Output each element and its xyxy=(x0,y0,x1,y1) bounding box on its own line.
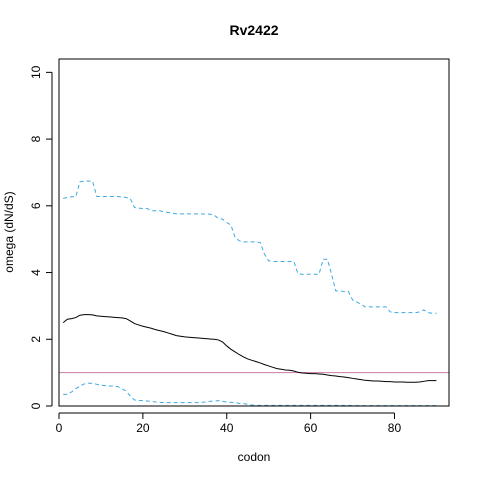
chart-title: Rv2422 xyxy=(229,22,278,38)
x-tick-label: 80 xyxy=(388,421,402,435)
series-estimate xyxy=(62,314,437,383)
x-tick-label: 0 xyxy=(56,421,63,435)
x-axis-label: codon xyxy=(238,450,271,464)
y-tick-label: 8 xyxy=(29,135,43,142)
x-tick-label: 60 xyxy=(304,421,318,435)
y-tick-label: 0 xyxy=(29,402,43,409)
x-tick-label: 20 xyxy=(136,421,150,435)
y-tick-label: 2 xyxy=(29,336,43,343)
y-axis-label: omega (dN/dS) xyxy=(2,191,16,272)
series-lower-bound xyxy=(63,382,437,407)
series-layer xyxy=(62,180,437,407)
y-tick-label: 10 xyxy=(29,65,43,79)
y-tick-label: 6 xyxy=(29,202,43,209)
axis-layer: 0 20 40 60 80 0 2 4 6 8 10 xyxy=(29,65,401,435)
y-tick-label: 4 xyxy=(29,269,43,276)
x-tick-label: 40 xyxy=(220,421,234,435)
series-upper-bound xyxy=(63,180,437,314)
plot-frame xyxy=(58,58,450,407)
